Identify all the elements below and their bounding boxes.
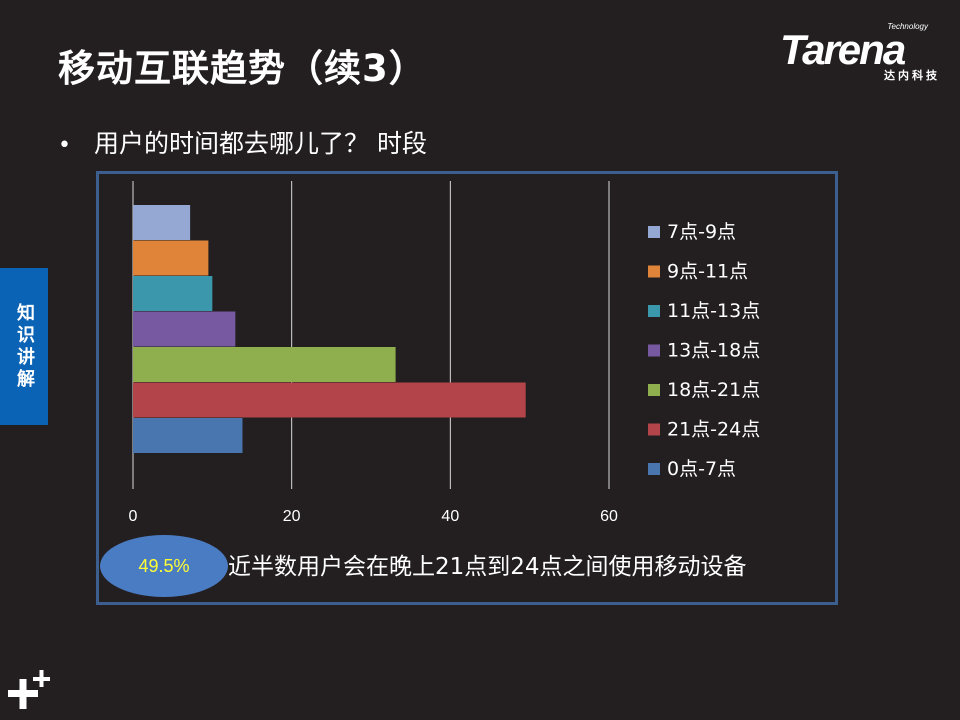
bar bbox=[133, 205, 191, 240]
plus-icon bbox=[8, 670, 50, 709]
legend-swatch bbox=[648, 226, 660, 238]
legend-swatch bbox=[648, 384, 660, 396]
chart: 0 20 40 60 7点-9点 9点-11点 11点-13点 13点-18点 18点-21点… bbox=[129, 181, 760, 525]
legend-label: 0点-7点 bbox=[667, 458, 736, 480]
logo-chinese-text: 达内科技 bbox=[884, 69, 940, 82]
bullet-dot-icon: • bbox=[58, 133, 71, 158]
bullet-point: • 用户的时间都去哪儿了？ 时段 bbox=[58, 124, 427, 160]
x-tick-label: 40 bbox=[441, 508, 459, 525]
x-tick-label: 60 bbox=[600, 508, 618, 525]
tarena-logo: Technology Tarena 达内科技 bbox=[780, 22, 948, 84]
slide-title: 移动互联趋势（续3） bbox=[58, 47, 427, 90]
bar bbox=[133, 418, 243, 453]
side-tab-label: 知识讲解 bbox=[14, 302, 35, 391]
chart-legend: 7点-9点 9点-11点 11点-13点 13点-18点 18点-21点 21点-24点 0… bbox=[648, 221, 760, 480]
legend-swatch bbox=[648, 265, 660, 278]
callout-text: 近半数用户会在晚上21点到24点之间使用移动设备 bbox=[228, 554, 747, 580]
x-tick-label: 0 bbox=[129, 508, 138, 525]
legend-label: 18点-21点 bbox=[667, 379, 760, 401]
chart-tick-labels: 0 20 40 60 bbox=[129, 508, 618, 525]
bar bbox=[133, 347, 396, 382]
logo-brand-text: Tarena bbox=[780, 26, 906, 73]
chart-frame bbox=[96, 171, 838, 605]
legend-swatch bbox=[648, 344, 660, 357]
chart-bars bbox=[133, 205, 526, 453]
callout-value: 49.5% bbox=[138, 555, 190, 576]
logo-technology-text: Technology bbox=[887, 22, 928, 31]
legend-swatch bbox=[648, 423, 660, 436]
x-tick-label: 20 bbox=[283, 508, 301, 525]
legend-label: 11点-13点 bbox=[667, 300, 760, 322]
legend-label: 9点-11点 bbox=[667, 261, 748, 283]
bar bbox=[133, 276, 213, 311]
bar bbox=[133, 240, 209, 276]
legend-label: 13点-18点 bbox=[667, 340, 760, 362]
bullet-text: 用户的时间都去哪儿了？ 时段 bbox=[94, 129, 427, 158]
bar bbox=[133, 382, 526, 418]
side-tab[interactable]: 知识讲解 bbox=[0, 268, 48, 425]
legend-label: 21点-24点 bbox=[667, 419, 760, 441]
legend-swatch bbox=[648, 463, 660, 475]
bar bbox=[133, 311, 236, 347]
callout-oval: 49.5% bbox=[100, 535, 228, 597]
legend-label: 7点-9点 bbox=[667, 221, 736, 243]
legend-swatch bbox=[648, 305, 660, 317]
